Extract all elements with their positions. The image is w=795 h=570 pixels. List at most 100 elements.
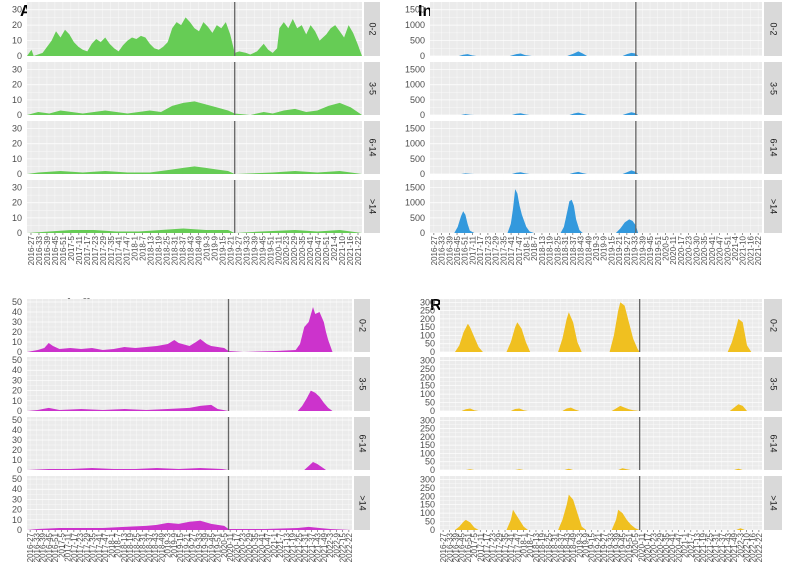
x-tick-label: 2019-39 <box>250 235 259 265</box>
x-tick-label: 2019-51 <box>625 532 634 562</box>
y-tick-label: 500 <box>410 213 425 223</box>
x-tick-label: 2020-51 <box>322 235 331 265</box>
x-tick-label: 2016-51 <box>461 235 470 265</box>
y-tick-label: 0 <box>17 169 22 179</box>
x-tick-label: 2019-9 <box>600 235 609 260</box>
x-tick-label: 2019-3 <box>164 532 173 557</box>
x-tick-label: 2022-3 <box>326 532 335 557</box>
x-tick-label: 2017-17 <box>482 532 491 562</box>
x-tick-label: 2016-45 <box>51 235 60 265</box>
x-tick-label: 2019-33 <box>242 235 251 265</box>
x-tick-label: 2018-37 <box>569 235 578 265</box>
y-tick-label: 1000 <box>405 20 425 30</box>
x-tick-label: 2021-4 <box>731 235 740 260</box>
x-tick-label: 2020-11 <box>274 235 283 264</box>
x-tick-label: 2021-10 <box>739 235 748 265</box>
y-tick-label: 0 <box>420 51 425 61</box>
x-tick-label: 2018-1 <box>131 235 140 260</box>
x-tick-label: 2019-45 <box>646 235 655 265</box>
x-tick-label: 2020-11 <box>669 235 678 264</box>
x-tick-label: 2017-47 <box>101 532 110 562</box>
x-tick-label: 2021-37 <box>307 532 316 562</box>
y-tick-label: 20 <box>12 505 22 515</box>
y-tick-label: 30 <box>12 494 22 504</box>
facet-label: 0-2 <box>769 22 779 35</box>
x-tick-label: 2017-47 <box>513 532 522 562</box>
y-tick-label: 30 <box>12 65 22 75</box>
series-area <box>440 494 762 530</box>
x-tick-label: 2021-43 <box>724 532 733 562</box>
y-tick-label: 20 <box>12 80 22 90</box>
series-area <box>27 228 362 233</box>
x-tick-label: 2021-31 <box>301 532 310 562</box>
x-tick-label: 2020-29 <box>656 532 665 562</box>
y-tick-label: 200 <box>420 314 435 324</box>
chart-influenza-group: Influenza0500100015000-20500100015003-50… <box>405 2 782 265</box>
y-tick-label: 30 <box>12 375 22 385</box>
panel-3-5: 0 500 1000 1500 3-5 <box>405 62 782 120</box>
y-tick-label: 150 <box>420 500 435 510</box>
y-tick-label: 0 <box>420 228 425 238</box>
facet-label: 3-5 <box>769 82 779 95</box>
series-area <box>430 112 762 115</box>
x-tick-label: 2018-43 <box>187 235 196 265</box>
x-tick-label: 2020-30 <box>692 235 701 265</box>
x-tick-label: 2018-19 <box>538 532 547 562</box>
x-tick-label: 2019-33 <box>606 532 615 562</box>
x-tick-label: 2020-47 <box>716 235 725 265</box>
x-tick-label: 2017-23 <box>76 532 85 562</box>
series-area <box>27 390 352 411</box>
x-tick-label: 2018-7 <box>530 235 539 260</box>
panel-3-5: 0 10 20 30 3-5 <box>12 62 380 120</box>
x-tick-label: 2016-27 <box>430 235 439 265</box>
y-tick-label: 100 <box>420 389 435 399</box>
y-tick-label: 1500 <box>405 183 425 193</box>
facet-label: 6-14 <box>769 138 779 156</box>
x-tick-label: 2016-39 <box>43 235 52 265</box>
y-tick-label: 30 <box>12 5 22 15</box>
x-tick-label: 2020-11 <box>226 532 235 561</box>
x-tick-label: 2021-16 <box>746 235 755 265</box>
y-tick-label: 50 <box>12 474 22 484</box>
x-tick-label: 2017-11 <box>75 235 84 264</box>
x-tick-label: 2018-13 <box>120 532 129 562</box>
x-tick-label: 2021-19 <box>699 532 708 562</box>
x-tick-label: 2017-17 <box>83 235 92 265</box>
x-tick-label: 2017-11 <box>468 235 477 264</box>
x-tick-label: 2020-35 <box>298 235 307 265</box>
x-tick-label: 2018-49 <box>194 235 203 265</box>
y-tick-label: 1000 <box>405 139 425 149</box>
panel-background <box>27 180 362 233</box>
panel-0-2: 0 10 20 30 0-2 <box>12 2 380 61</box>
x-tick-label: 2019-39 <box>612 532 621 562</box>
panel-background <box>27 476 352 530</box>
x-tick-label: 2018-49 <box>157 532 166 562</box>
x-tick-label: 2016-39 <box>39 532 48 562</box>
y-tick-label: 0 <box>17 525 22 535</box>
panel-background <box>440 417 762 470</box>
y-tick-label: 20 <box>12 445 22 455</box>
x-tick-label: 2021-1 <box>270 532 279 557</box>
facet-label: 0-2 <box>769 319 779 332</box>
x-tick-label: 2017-11 <box>64 532 73 561</box>
y-tick-label: 10 <box>12 455 22 465</box>
x-tick-label: 2020-23 <box>239 532 248 562</box>
x-tick-label: 2020-51 <box>723 235 732 265</box>
x-tick-label: 2016-45 <box>45 532 54 562</box>
y-tick-label: 0 <box>17 51 22 61</box>
y-tick-label: 20 <box>12 327 22 337</box>
x-tick-label: 2016-27 <box>439 532 448 562</box>
x-tick-label: 2018-37 <box>145 532 154 562</box>
x-tick-label: 2018-7 <box>114 532 123 557</box>
x-tick-label: 2018-19 <box>126 532 135 562</box>
x-tick-label: 2018-43 <box>563 532 572 562</box>
x-tick-label: 2017-41 <box>507 532 516 562</box>
x-tick-label: 2017-29 <box>82 532 91 562</box>
panel-background <box>27 299 352 352</box>
y-tick-label: 100 <box>420 508 435 518</box>
y-tick-label: 0 <box>430 525 435 535</box>
facet-label: 6-14 <box>358 434 368 452</box>
